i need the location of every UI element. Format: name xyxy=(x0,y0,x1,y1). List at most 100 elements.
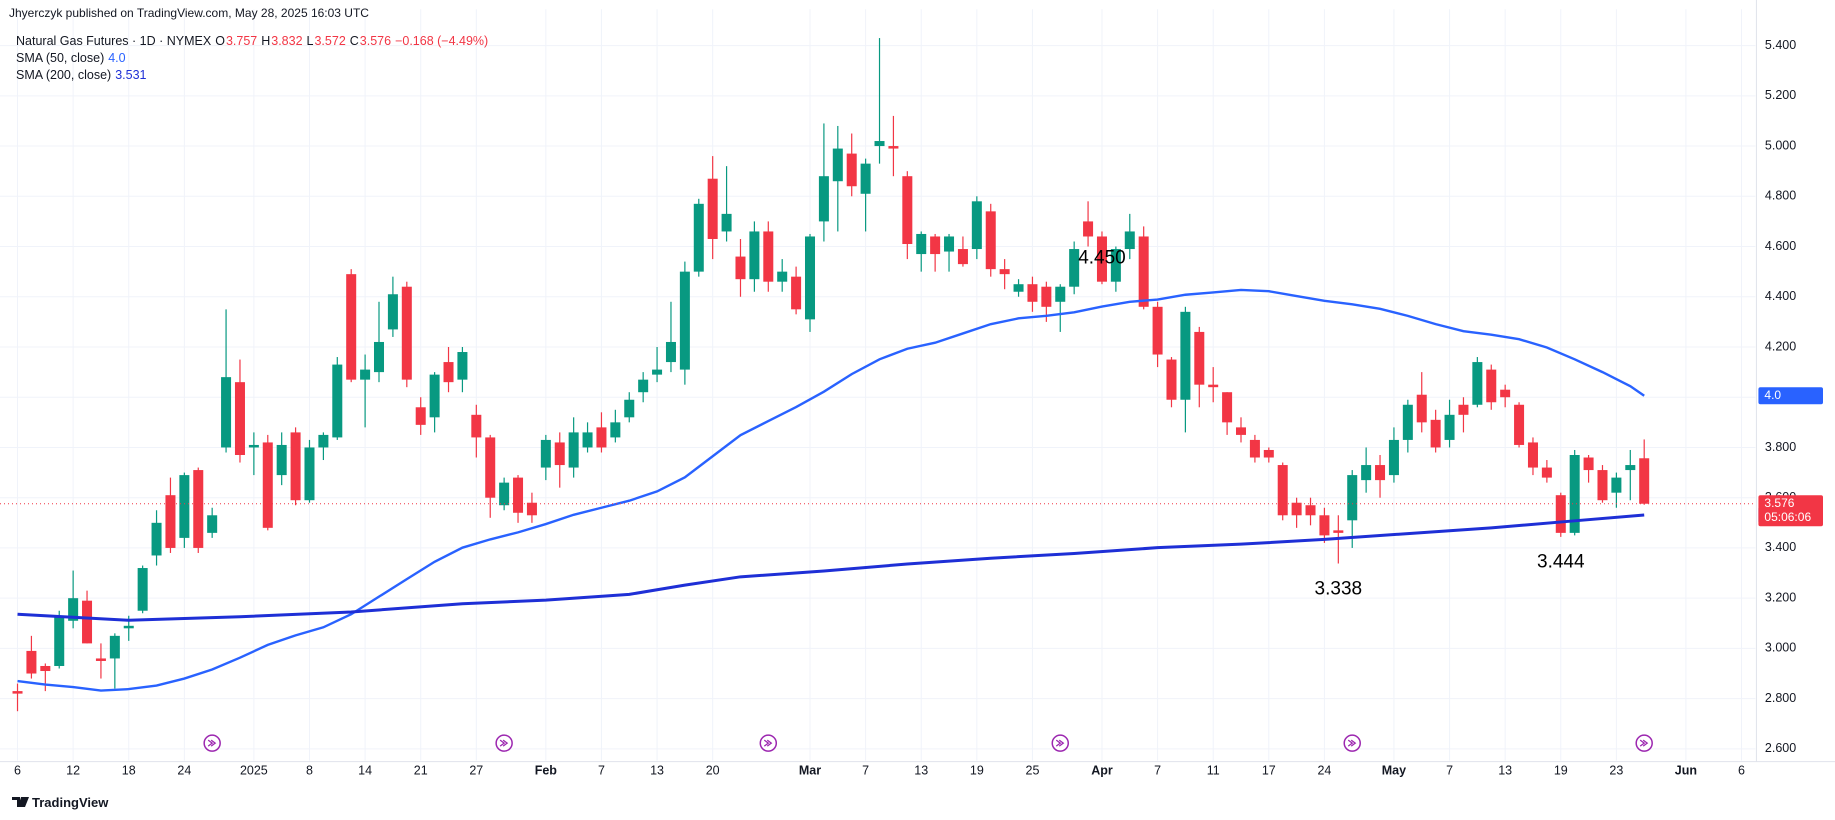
candle-body xyxy=(221,377,232,448)
candle-body xyxy=(346,274,357,380)
legend-main: Natural Gas Futures · 1D · NYMEX O3.757 H3… xyxy=(16,34,492,48)
candle-body xyxy=(290,432,301,501)
candle-body xyxy=(401,286,412,380)
x-tick-label: 17 xyxy=(1262,764,1276,778)
candle-body xyxy=(540,439,551,468)
candle-body xyxy=(1458,404,1469,415)
y-tick-label: 5.000 xyxy=(1765,138,1796,152)
y-tick-label: 3.000 xyxy=(1765,641,1796,655)
candle-body xyxy=(1069,249,1080,287)
candle-body xyxy=(12,691,23,694)
candle-body xyxy=(415,407,426,425)
x-tick-label: 18 xyxy=(122,764,136,778)
event-arrow xyxy=(1055,739,1065,747)
legend-name: SMA (200, close) xyxy=(16,68,112,82)
candle-body xyxy=(763,231,774,282)
candle-body xyxy=(832,148,843,182)
candle-body xyxy=(582,432,593,448)
x-tick-label: 25 xyxy=(1026,764,1040,778)
candle-body xyxy=(735,256,746,280)
candle-body xyxy=(1180,311,1191,400)
candle-body xyxy=(860,163,871,194)
x-tick-label: 23 xyxy=(1609,764,1623,778)
x-tick-label: 12 xyxy=(66,764,80,778)
candle-body xyxy=(1249,439,1260,458)
legend-value: 3.531 xyxy=(115,68,147,82)
event-marker xyxy=(203,734,221,752)
candle-body xyxy=(429,374,440,418)
candle-body xyxy=(1305,505,1316,516)
candle-body xyxy=(318,434,329,448)
annotation: 4.450 xyxy=(1078,247,1126,268)
candle-body xyxy=(1611,477,1622,493)
candle-body xyxy=(1625,465,1636,471)
candle-body xyxy=(846,153,857,187)
event-arrow xyxy=(763,739,773,747)
candle-body xyxy=(1583,457,1594,471)
candle-body xyxy=(137,568,148,611)
candle-body xyxy=(596,427,607,448)
candle-body xyxy=(179,475,190,538)
candle-body xyxy=(1514,404,1525,445)
candle-body xyxy=(387,294,398,330)
change: −0.168 (−4.49%) xyxy=(395,34,489,48)
candle-body xyxy=(1222,392,1233,423)
candle-body xyxy=(1430,419,1441,448)
x-tick-label: 21 xyxy=(414,764,428,778)
event-arrow xyxy=(1347,739,1357,747)
ohlc-letter: O xyxy=(215,34,225,48)
x-tick-label: Jun xyxy=(1675,764,1697,778)
candle-body xyxy=(1402,404,1413,440)
y-tick-label: 3.200 xyxy=(1765,590,1796,604)
candle-body xyxy=(1569,455,1580,533)
x-tick-label: 20 xyxy=(706,764,720,778)
legend-name: SMA (50, close) xyxy=(16,51,105,65)
candle-body xyxy=(1096,236,1107,282)
candle-body xyxy=(373,341,385,373)
candle-body xyxy=(499,482,510,506)
candle-body xyxy=(1444,414,1455,440)
candle-body xyxy=(193,470,204,548)
candle-body xyxy=(874,141,885,147)
publisher: Jhyerczyk published on TradingView.com, … xyxy=(9,6,369,20)
y-tick-label: 2.800 xyxy=(1765,691,1796,705)
candle-body xyxy=(1041,286,1052,307)
candle-body xyxy=(485,437,496,498)
candle-body xyxy=(1541,467,1552,478)
candle-body xyxy=(1013,284,1024,292)
sma-line xyxy=(17,288,1645,692)
y-tick-label: 4.200 xyxy=(1765,339,1796,353)
candle-body xyxy=(471,414,482,438)
candle-body xyxy=(1277,465,1288,516)
candle-body xyxy=(1319,515,1330,536)
x-tick-label: 27 xyxy=(469,764,483,778)
candle-body xyxy=(707,178,718,239)
event-arrow xyxy=(207,739,217,747)
y-tick-label: 3.400 xyxy=(1765,540,1796,554)
candle-body xyxy=(109,635,120,659)
x-tick-label: Mar xyxy=(799,764,821,778)
footer-text: TradingView xyxy=(32,795,109,810)
candle-body xyxy=(971,201,982,250)
candle-body xyxy=(1055,286,1066,302)
candle-body xyxy=(360,369,371,380)
candle-body xyxy=(1152,306,1163,355)
event-marker xyxy=(1343,734,1361,752)
candle-body xyxy=(957,249,968,265)
candle-body xyxy=(693,203,704,272)
x-tick-label: 7 xyxy=(1154,764,1161,778)
candle-body xyxy=(262,442,273,528)
x-tick-label: 14 xyxy=(358,764,372,778)
y-tick-label: 5.400 xyxy=(1765,38,1796,52)
candle-body xyxy=(999,269,1010,275)
candle-body xyxy=(1347,475,1358,521)
x-tick-label: Feb xyxy=(535,764,558,778)
sma-badge xyxy=(1758,387,1823,405)
candle-body xyxy=(443,362,454,383)
x-tick-label: 11 xyxy=(1207,764,1220,778)
candle-body xyxy=(652,369,663,375)
footer: TradingView xyxy=(12,795,112,810)
candle-body xyxy=(1472,362,1483,405)
x-tick-label: 13 xyxy=(1498,764,1512,778)
candle-body xyxy=(1527,442,1538,468)
